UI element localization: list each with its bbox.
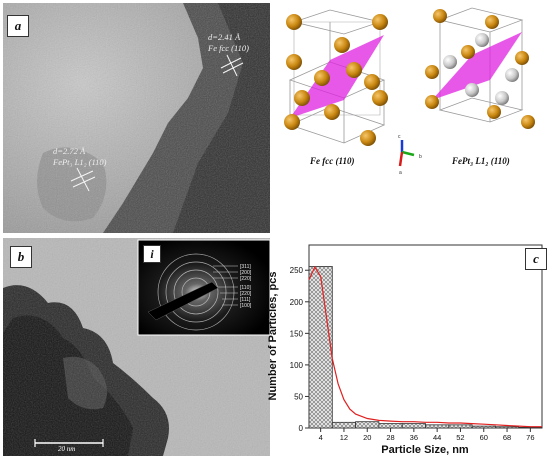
axis-triad: c b a [398,134,422,176]
y-tick-label: 200 [290,298,304,307]
fept3-l12-cell [425,7,535,129]
crystal-structure-panel: c b a Fe fcc (110) FePt₃ L1₂ (110) [272,0,550,235]
tem-image: [311] [200] [220] [110] [220] [111] [100… [3,238,270,456]
lattice-marker-fe [220,54,244,77]
histogram-bar [378,423,403,429]
fept3-110-plane [432,32,522,100]
panel-a-letter: a [7,15,29,37]
fe-spacing-label: d=2.41 Å [208,32,241,42]
fept3-spacing-label: d=2.72 Å [53,146,86,156]
histogram-bar [425,424,450,429]
x-tick-label: 44 [433,433,441,442]
histogram-bar [448,424,473,429]
histogram-bar [308,266,333,429]
y-tick-label: 250 [290,266,304,275]
fe-atoms [284,14,388,146]
histogram-chart: 0 50 100 150 200 250 4 12 20 28 36 44 52 60 68 76 Part… [267,244,543,456]
caption-fept3: FePt₃ L1₂ (110) [452,156,510,166]
x-tick-label: 4 [319,433,323,442]
histogram-bar [494,426,520,429]
ring-label-5: [220] [240,291,252,297]
y-axis-title: Number of Particles, pcs [267,272,279,401]
axis-c-label: c [398,134,401,140]
y-tick-label: 0 [299,424,304,433]
panel-c-histogram: 0 50 100 150 200 250 4 12 20 28 36 44 52 60 68 76 Part… [250,238,550,459]
x-tick-label: 36 [410,433,418,442]
plot-frame [308,244,543,429]
y-tick-label: 100 [290,361,304,370]
x-tick-label: 60 [480,433,488,442]
ring-label-2: [200] [240,270,252,276]
lattice-marker-fept3 [70,167,96,192]
fe-110-plane [290,35,384,118]
y-tick-label: 150 [290,329,304,338]
fe-plane-label: Fe fcc (110) [208,43,249,53]
axis-a-label: a [399,170,402,176]
y-axis: 0 50 100 150 200 250 [290,266,309,433]
x-tick-label: 20 [363,433,371,442]
crystal-diagrams: c b a [284,7,535,176]
x-tick-label: 52 [456,433,464,442]
x-axis: 4 12 20 28 36 44 52 60 68 76 [319,428,535,442]
panel-b-letter: b [10,246,32,268]
scale-bar-label: 20 nm [58,445,76,453]
ring-label-4: [110] [240,285,251,291]
histogram-bar [331,421,357,429]
histogram-bar [355,421,380,429]
ring-label-6: [111] [240,297,251,303]
histogram-bars [308,266,543,429]
inset-letter: i [143,245,161,263]
panel-a-hrtem-image: a d=2.41 Å Fe fcc (110) d=2.72 Å FePt₃ L… [3,3,270,233]
ring-label-3: [220] [240,276,252,282]
scale-bar [34,439,104,447]
histogram-bar [471,425,496,429]
ring-label-7: [100] [240,303,252,309]
y-tick-label: 50 [294,392,303,401]
histogram-bar [518,426,543,429]
fe-corner-atoms [425,9,535,129]
ring-label-1: [311] [240,264,251,270]
caption-fe-fcc: Fe fcc (110) [310,156,355,166]
panel-b-tem-image: [311] [200] [220] [110] [220] [111] [100… [3,238,270,456]
panel-c-letter: c [525,248,547,270]
x-tick-label: 28 [386,433,394,442]
x-tick-label: 76 [526,433,534,442]
x-tick-label: 68 [503,433,511,442]
axis-b-label: b [419,154,422,160]
x-tick-label: 12 [340,433,348,442]
fept3-plane-label: FePt₃ L1₂ (110) [53,157,107,167]
x-axis-title: Particle Size, nm [381,444,469,456]
fit-curve [308,265,542,428]
fe-fcc-cell [284,9,388,146]
histogram-bar [401,423,426,429]
pt-atoms [443,33,519,105]
hrtem-image [3,3,270,233]
